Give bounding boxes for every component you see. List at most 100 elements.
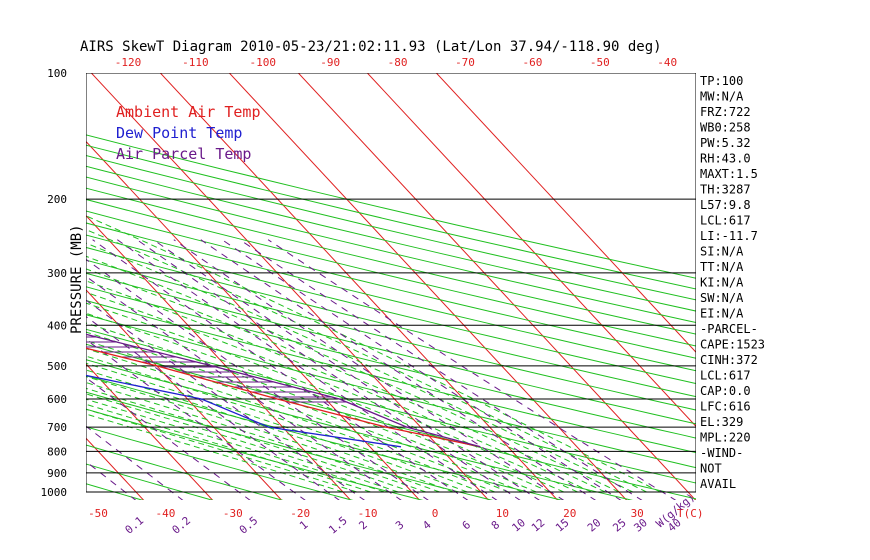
mixing-ratio-tick: 8 [489, 518, 502, 532]
mixing-ratio-line [200, 239, 597, 500]
moist-adiabat-line [86, 408, 357, 493]
bottom-temp-tick: -50 [88, 507, 108, 520]
legend: Ambient Air Temp Dew Point Temp Air Parcel… [116, 103, 261, 163]
mixing-ratio-tick: 6 [460, 518, 473, 532]
dry-adiabat-line [86, 375, 564, 500]
index-item: TT:N/A [700, 260, 744, 274]
index-item: EI:N/A [700, 307, 744, 321]
dry-adiabat-line [86, 444, 284, 500]
pressure-tick: 800 [47, 445, 67, 458]
pressure-tick: 900 [47, 467, 67, 480]
plot-frame [86, 73, 696, 493]
mixing-ratio-line [86, 377, 251, 500]
moist-adiabat-line [86, 255, 620, 493]
pressure-tick: 700 [47, 421, 67, 434]
mixing-ratio-tick: 25 [610, 516, 629, 534]
mixing-ratio-tick: 1.5 [326, 514, 350, 537]
mixing-ratio-line [153, 239, 540, 500]
dry-adiabat-line [86, 359, 633, 500]
moist-adiabat-line [86, 348, 495, 493]
moist-adiabat-line [86, 382, 426, 493]
dry-adiabat-line [86, 300, 696, 454]
mixing-ratio-line [86, 460, 137, 500]
moist-adiabat-line [86, 302, 564, 493]
mixing-ratio-line [221, 239, 622, 500]
top-temp-tick: -100 [250, 56, 277, 69]
bottom-temp-tick: 10 [496, 507, 509, 520]
background-grid [0, 54, 696, 501]
chart-title: AIRS SkewT Diagram 2010-05-23/21:02:11.9… [80, 39, 662, 55]
index-item: CINH:372 [700, 353, 758, 367]
pressure-tick: 400 [47, 319, 67, 332]
top-temp-tick: -70 [455, 56, 475, 69]
index-item: TH:3287 [700, 183, 751, 197]
dry-adiabat-line [86, 272, 696, 425]
index-item: AVAIL [700, 477, 736, 491]
top-temp-tick: -50 [590, 56, 610, 69]
index-item: PW:5.32 [700, 136, 751, 150]
dry-adiabat-line [86, 165, 696, 312]
mixing-ratio-tick: 3 [393, 518, 406, 532]
mixing-ratio-line [239, 239, 643, 500]
bottom-temp-tick: -10 [358, 507, 378, 520]
dry-adiabat-line [86, 286, 696, 439]
index-item: FRZ:722 [700, 105, 751, 119]
top-temp-tick: -90 [320, 56, 340, 69]
legend-item: Air Parcel Temp [116, 145, 251, 163]
moist-adiabat-line [86, 398, 385, 493]
index-item: CAPE:1523 [700, 338, 765, 352]
index-item: NOT [700, 462, 722, 476]
parcel-temp-line [86, 333, 481, 448]
index-item: LCL:617 [700, 369, 751, 383]
dry-adiabat-line [86, 198, 696, 347]
index-item: RH:43.0 [700, 152, 751, 166]
bottom-temp-tick: 20 [563, 507, 576, 520]
mixing-ratio-line [92, 239, 469, 500]
dry-adiabat-line [86, 391, 494, 500]
moist-adiabat-line [86, 215, 661, 493]
mixing-ratio-tick: 2 [356, 518, 369, 532]
dry-adiabat-line [0, 54, 5, 501]
mixing-ratio-tick: 20 [585, 516, 604, 534]
top-temp-tick: -80 [388, 56, 408, 69]
isotherm-line [86, 289, 283, 500]
profile-series [86, 333, 481, 448]
dry-adiabat-line [86, 222, 696, 372]
isotherm-line [159, 73, 559, 500]
index-item: SI:N/A [700, 245, 744, 259]
isotherm-line [86, 214, 352, 500]
dewpoint-temp-line [86, 374, 402, 448]
bottom-temp-tick: 30 [631, 507, 644, 520]
dry-adiabat-line [86, 314, 696, 469]
mixing-ratio-line [136, 239, 521, 500]
isotherm-line [90, 73, 490, 500]
mixing-ratio-tick: 4 [420, 518, 434, 532]
index-item: TP:100 [700, 74, 743, 88]
top-temp-tick: -60 [522, 56, 542, 69]
legend-item: Ambient Air Temp [116, 103, 261, 121]
bottom-temp-tick: 0 [432, 507, 439, 520]
dry-adiabat-line [86, 426, 354, 500]
mixing-ratio-tick: 0.1 [123, 514, 147, 537]
moist-adiabat-line [86, 280, 592, 493]
mixing-ratio-line [117, 239, 498, 500]
dry-adiabat-line [86, 210, 696, 359]
mixing-ratio-tick: 10 [509, 516, 528, 534]
mixing-ratio-line [86, 338, 306, 500]
dry-adiabat-line [86, 155, 696, 301]
bottom-temp-tick: -40 [155, 507, 175, 520]
pressure-tick: 200 [47, 193, 67, 206]
dry-adiabat-line [86, 246, 696, 398]
dry-adiabat-line [86, 176, 696, 323]
index-item: MPL:220 [700, 431, 751, 445]
dry-adiabat-line [86, 144, 696, 290]
index-item: SW:N/A [700, 291, 744, 305]
mixing-ratio-line [86, 258, 429, 500]
moist-adiabat-line [86, 393, 399, 493]
index-item: L57:9.8 [700, 198, 751, 212]
top-temp-tick: -120 [115, 56, 142, 69]
index-item: LCL:617 [700, 214, 751, 228]
dry-adiabat-line [86, 134, 696, 279]
pressure-tick: 300 [47, 267, 67, 280]
